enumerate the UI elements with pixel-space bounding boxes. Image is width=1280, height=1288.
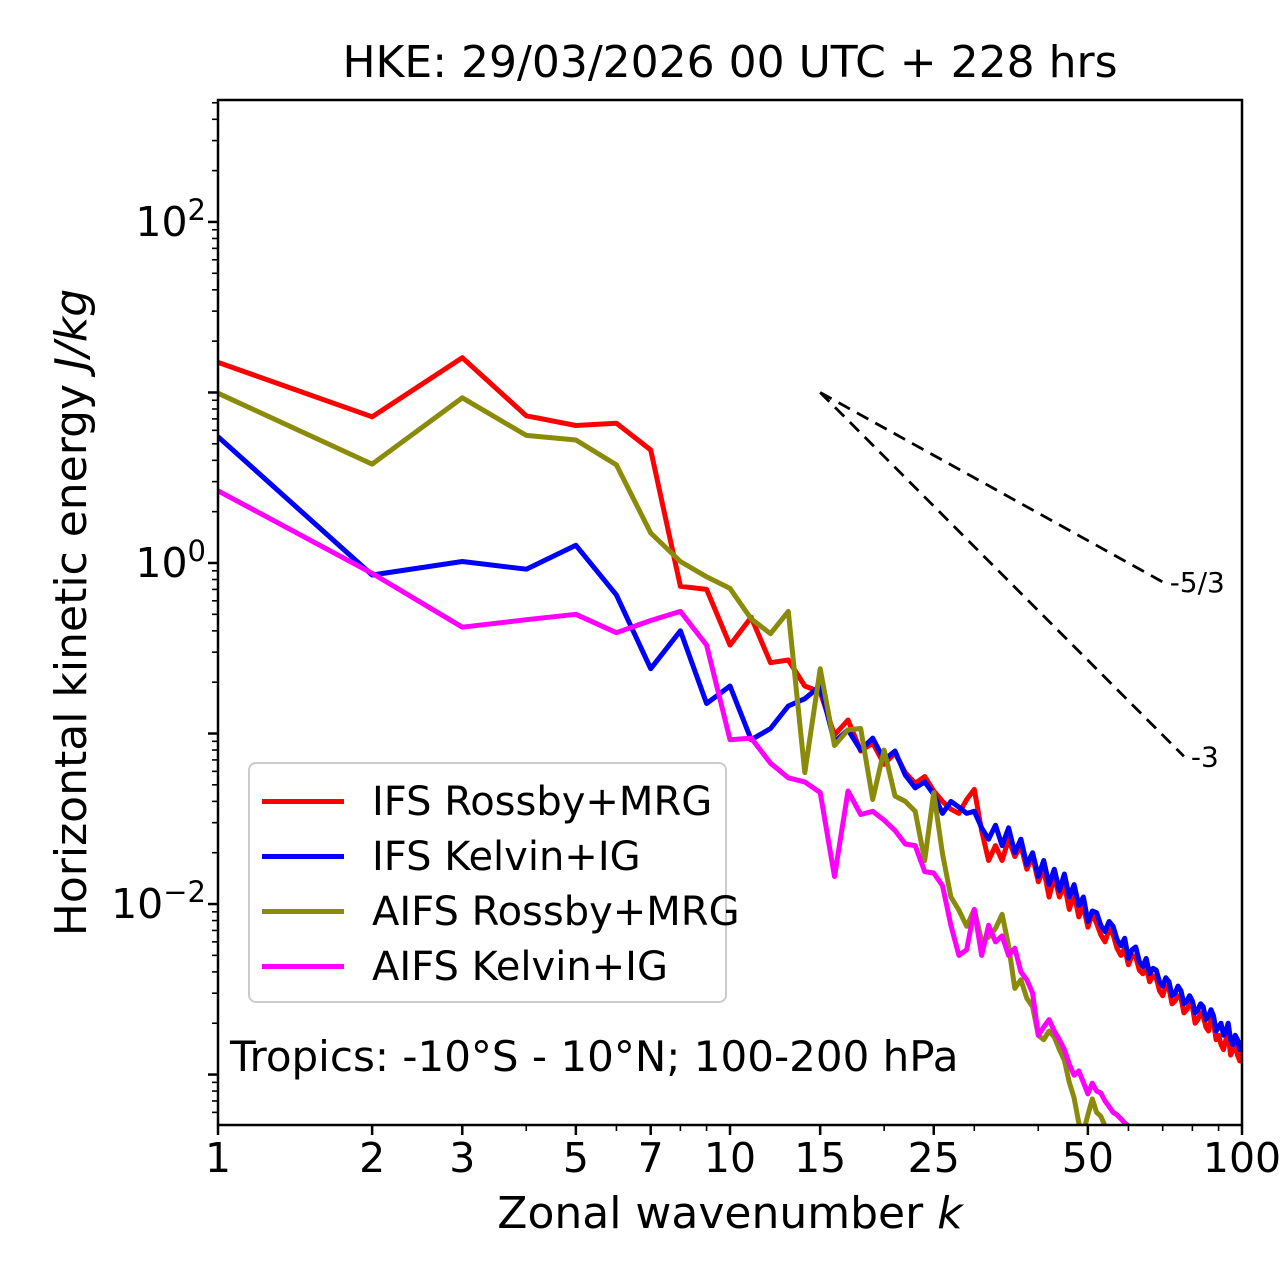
x-tick-label: 7 <box>638 1134 664 1182</box>
legend-item: AIFS Kelvin+IG <box>262 939 725 994</box>
x-tick-label: 15 <box>794 1134 846 1182</box>
x-tick-label: 50 <box>1062 1134 1114 1182</box>
legend-swatch-ifs-rossby-mrg <box>262 799 344 804</box>
reference-slope-line-3 <box>819 391 1185 758</box>
legend-item: AIFS Rossby+MRG <box>262 884 740 939</box>
legend: IFS Rossby+MRG IFS Kelvin+IG AIFS Rossby… <box>248 762 740 1003</box>
region-annotation: Tropics: -10°S - 10°N; 100-200 hPa <box>230 1032 959 1081</box>
tick-labels: 1 2 3 5 7 10 15 25 50 100 102 100 10−2 <box>111 193 1280 1182</box>
legend-swatch-ifs-kelvin-ig <box>262 854 344 859</box>
y-tick-label: 102 <box>135 193 206 246</box>
legend-label: AIFS Rossby+MRG <box>372 888 740 935</box>
series-line-aifs-rossby-mrg <box>218 390 1108 1125</box>
legend-swatch-aifs-rossby-mrg <box>262 909 344 914</box>
y-tick-label: 100 <box>135 534 206 587</box>
ticks <box>208 101 1244 1135</box>
x-tick-label: 3 <box>449 1134 475 1182</box>
x-tick-label: 1 <box>205 1134 231 1182</box>
slope-label: -5/3 <box>1170 566 1225 599</box>
y-axis-label: Horizontal kinetic energy J/kg <box>46 289 97 936</box>
slope-label: -3 <box>1191 740 1219 773</box>
legend-label: IFS Rossby+MRG <box>372 778 713 825</box>
series-lines <box>218 355 1242 1125</box>
series-line-ifs-kelvin-ig <box>218 434 1242 1053</box>
legend-label: AIFS Kelvin+IG <box>372 943 668 990</box>
legend-item: IFS Kelvin+IG <box>262 829 725 884</box>
x-tick-label: 5 <box>563 1134 589 1182</box>
x-tick-label: 25 <box>908 1134 960 1182</box>
x-axis-label: Zonal wavenumber k <box>497 1188 964 1239</box>
series-line-aifs-kelvin-ig <box>218 488 1132 1125</box>
legend-label: IFS Kelvin+IG <box>372 833 641 880</box>
x-tick-label: 2 <box>359 1134 385 1182</box>
x-tick-label: 10 <box>704 1134 756 1182</box>
x-tick-label: 100 <box>1203 1134 1280 1182</box>
legend-swatch-aifs-kelvin-ig <box>262 964 344 969</box>
legend-item: IFS Rossby+MRG <box>262 774 725 829</box>
y-tick-label: 10−2 <box>111 875 206 928</box>
chart-title: HKE: 29/03/2026 00 UTC + 228 hrs <box>342 37 1118 88</box>
reference-slope-line-53 <box>819 391 1164 584</box>
